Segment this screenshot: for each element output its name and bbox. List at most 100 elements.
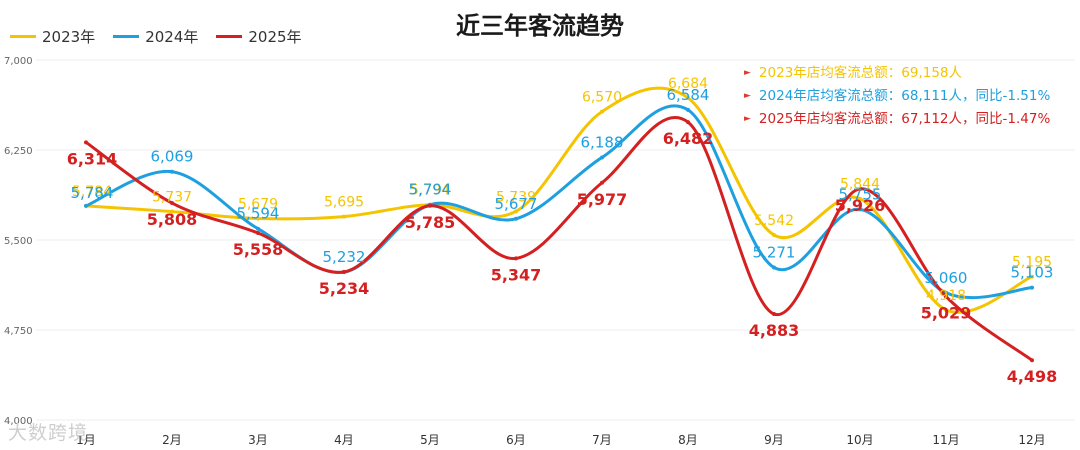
bullet-icon: ► bbox=[744, 68, 751, 78]
data-point bbox=[944, 294, 948, 299]
legend-swatch-2023 bbox=[10, 35, 36, 38]
data-point bbox=[1030, 274, 1034, 279]
x-tick-label: 7月 bbox=[592, 433, 612, 447]
annotation-text-2023: 2023年店均客流总额：69,158人 bbox=[758, 65, 963, 81]
data-point bbox=[84, 140, 88, 145]
data-point bbox=[600, 180, 604, 185]
data-label: 5,195 bbox=[1012, 255, 1052, 271]
data-label: 5,558 bbox=[233, 240, 284, 259]
data-point bbox=[428, 203, 432, 208]
data-point bbox=[342, 269, 346, 274]
data-point bbox=[1030, 285, 1034, 290]
legend-label-2024: 2024年 bbox=[145, 28, 199, 46]
data-label: 5,755 bbox=[839, 185, 882, 203]
data-label: 4,498 bbox=[1007, 367, 1058, 386]
x-tick-label: 10月 bbox=[846, 433, 873, 447]
bullet-icon: ► bbox=[744, 114, 751, 124]
data-label: 5,784 bbox=[72, 184, 112, 200]
chart-title: 近三年客流趋势 bbox=[456, 12, 624, 40]
data-label: 4,918 bbox=[926, 288, 966, 304]
data-label: 5,347 bbox=[491, 265, 542, 284]
data-label: 5,977 bbox=[577, 190, 628, 209]
data-point bbox=[170, 209, 174, 214]
data-label: 6,069 bbox=[151, 148, 194, 166]
data-label: 5,679 bbox=[238, 197, 278, 213]
data-label: 6,314 bbox=[67, 149, 118, 168]
data-label: 6,684 bbox=[668, 76, 708, 92]
y-tick-label: 5,500 bbox=[4, 236, 33, 247]
series-line-2024年 bbox=[84, 104, 1034, 300]
y-tick-label: 6,250 bbox=[4, 146, 33, 157]
data-label: 5,844 bbox=[840, 177, 880, 193]
data-point bbox=[600, 155, 604, 160]
data-label: 5,234 bbox=[319, 279, 370, 298]
annotation-text-2025: 2025年店均客流总额：67,112人，同比-1.47% bbox=[758, 111, 1051, 127]
data-point bbox=[342, 214, 346, 219]
bullet-icon: ► bbox=[744, 91, 751, 101]
data-point bbox=[170, 201, 174, 206]
data-label: 5,794 bbox=[409, 181, 452, 199]
data-label: 5,926 bbox=[835, 196, 886, 215]
data-point bbox=[514, 209, 518, 214]
x-tick-label: 12月 bbox=[1018, 433, 1045, 447]
data-label: 5,808 bbox=[147, 210, 198, 229]
y-tick-label: 7,000 bbox=[4, 56, 33, 67]
data-point bbox=[256, 226, 260, 231]
x-tick-label: 1月 bbox=[76, 433, 96, 447]
data-label: 5,103 bbox=[1011, 264, 1054, 282]
data-point bbox=[686, 120, 690, 125]
data-label: 5,794 bbox=[410, 183, 450, 199]
series-line-2025年 bbox=[84, 115, 1034, 362]
data-point bbox=[772, 312, 776, 317]
data-label: 5,542 bbox=[754, 213, 794, 229]
annotation-2024: ► 2024年店均客流总额：68,111人，同比-1.51% bbox=[744, 85, 1050, 108]
x-tick-label: 6月 bbox=[506, 433, 526, 447]
annotation-2025: ► 2025年店均客流总额：67,112人，同比-1.47% bbox=[744, 108, 1050, 131]
data-point bbox=[170, 169, 174, 174]
data-point bbox=[84, 203, 88, 208]
data-label: 5,232 bbox=[323, 248, 366, 266]
x-tick-label: 4月 bbox=[334, 433, 354, 447]
summary-annotations: ► 2023年店均客流总额：69,158人 ► 2024年店均客流总额：68,1… bbox=[744, 62, 1050, 131]
x-tick-label: 11月 bbox=[932, 433, 959, 447]
legend-swatch-2025 bbox=[216, 35, 243, 38]
annotation-2023: ► 2023年店均客流总额：69,158人 bbox=[744, 62, 1050, 85]
data-label: 5,737 bbox=[152, 190, 192, 206]
data-point bbox=[600, 109, 604, 114]
legend-swatch-2024 bbox=[113, 35, 140, 38]
data-label: 6,584 bbox=[667, 86, 710, 104]
data-point bbox=[686, 107, 690, 112]
data-point bbox=[858, 207, 862, 212]
data-label: 5,784 bbox=[71, 184, 114, 202]
data-point bbox=[772, 232, 776, 237]
data-point bbox=[944, 307, 948, 312]
data-point bbox=[256, 231, 260, 236]
data-label: 5,785 bbox=[405, 213, 456, 232]
data-label: 4,883 bbox=[749, 321, 800, 340]
data-point bbox=[686, 95, 690, 100]
data-label: 5,739 bbox=[496, 189, 536, 205]
data-label: 6,482 bbox=[663, 129, 714, 148]
data-label: 5,271 bbox=[753, 243, 796, 261]
x-tick-label: 9月 bbox=[764, 433, 784, 447]
legend-item-2025[interactable]: 2025年 bbox=[216, 26, 302, 47]
data-label: 5,029 bbox=[921, 304, 972, 323]
legend-label-2023: 2023年 bbox=[42, 28, 96, 46]
data-point bbox=[514, 256, 518, 261]
data-point bbox=[772, 265, 776, 270]
legend-item-2023[interactable]: 2023年 bbox=[10, 26, 95, 47]
data-label: 6,570 bbox=[582, 90, 622, 106]
data-label: 5,060 bbox=[925, 269, 968, 287]
legend-item-2024[interactable]: 2024年 bbox=[113, 26, 198, 47]
data-label: 5,695 bbox=[324, 195, 364, 211]
y-tick-label: 4,000 bbox=[4, 416, 33, 427]
x-tick-label: 2月 bbox=[162, 433, 182, 447]
legend[interactable]: 2023年 2024年 2025年 bbox=[10, 26, 302, 47]
data-point bbox=[858, 196, 862, 201]
data-point bbox=[514, 216, 518, 221]
y-tick-label: 4,750 bbox=[4, 326, 33, 337]
legend-label-2025: 2025年 bbox=[248, 28, 302, 46]
x-tick-label: 3月 bbox=[248, 433, 268, 447]
